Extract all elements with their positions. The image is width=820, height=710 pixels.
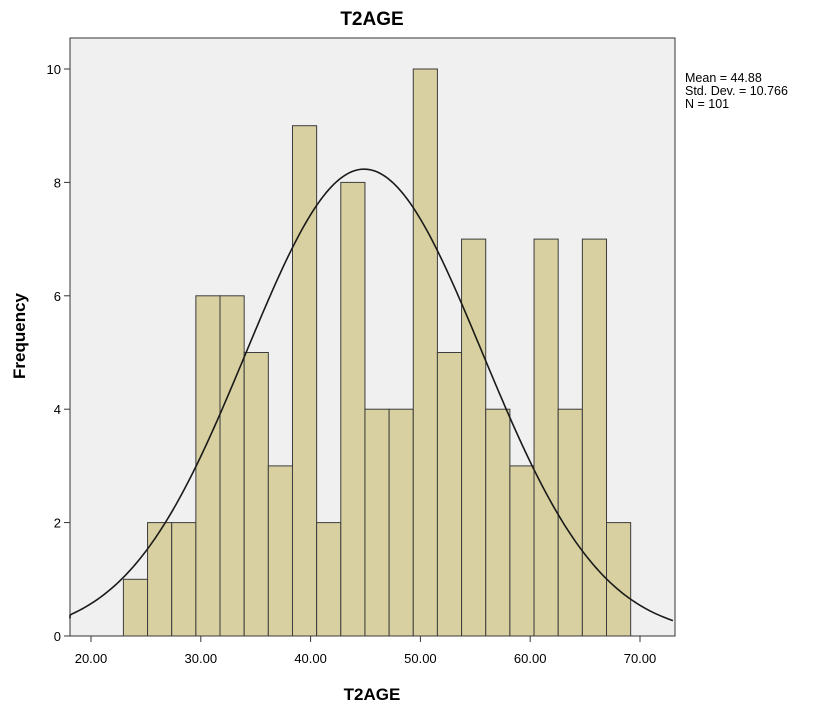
stats-label: Std. Dev. = 10.766 [685,84,788,98]
x-tick-label: 70.00 [624,651,657,666]
histogram-bar [364,408,390,637]
histogram-bar [219,295,245,637]
y-tick-label: 2 [54,516,61,531]
y-tick-label: 10 [47,62,61,77]
histogram-bar [171,522,197,637]
stats-label: Mean = 44.88 [685,71,762,85]
y-axis-label: Frequency [10,292,29,379]
histogram-bar [485,408,511,637]
histogram-bar [340,181,366,637]
x-axis: 20.00 30.00 40.00 50.00 60.00 70.00 [75,636,657,666]
histogram-bar [388,408,414,637]
y-tick-label: 8 [54,175,61,190]
y-axis: 0 2 4 6 8 10 [47,62,70,644]
histogram-bar [581,238,608,637]
histogram-bar [509,465,535,637]
histogram-bar [533,238,559,637]
x-tick-label: 40.00 [294,651,327,666]
histogram-bar [606,522,632,637]
x-tick-label: 50.00 [404,651,437,666]
histogram-bar [436,352,463,637]
histogram-bar [267,465,293,637]
x-tick-label: 60.00 [514,651,547,666]
y-tick-label: 0 [54,629,61,644]
normal-curve [69,168,674,622]
y-tick-label: 4 [54,402,61,417]
histogram-bar [412,68,438,637]
histogram-bar [243,352,269,637]
histogram-bar [147,522,173,637]
histogram-bar [291,125,318,637]
histogram-bar [316,522,342,637]
histogram-bar [122,578,149,637]
histogram-bar [557,408,583,637]
stats-label: N = 101 [685,97,729,111]
bars-group [122,68,632,637]
x-tick-label: 20.00 [75,651,108,666]
x-tick-label: 30.00 [185,651,218,666]
y-tick-label: 6 [54,289,61,304]
histogram-bar [195,295,221,637]
histogram-bar [461,238,487,637]
x-axis-label: T2AGE [344,685,401,704]
chart-title: T2AGE [340,9,403,30]
